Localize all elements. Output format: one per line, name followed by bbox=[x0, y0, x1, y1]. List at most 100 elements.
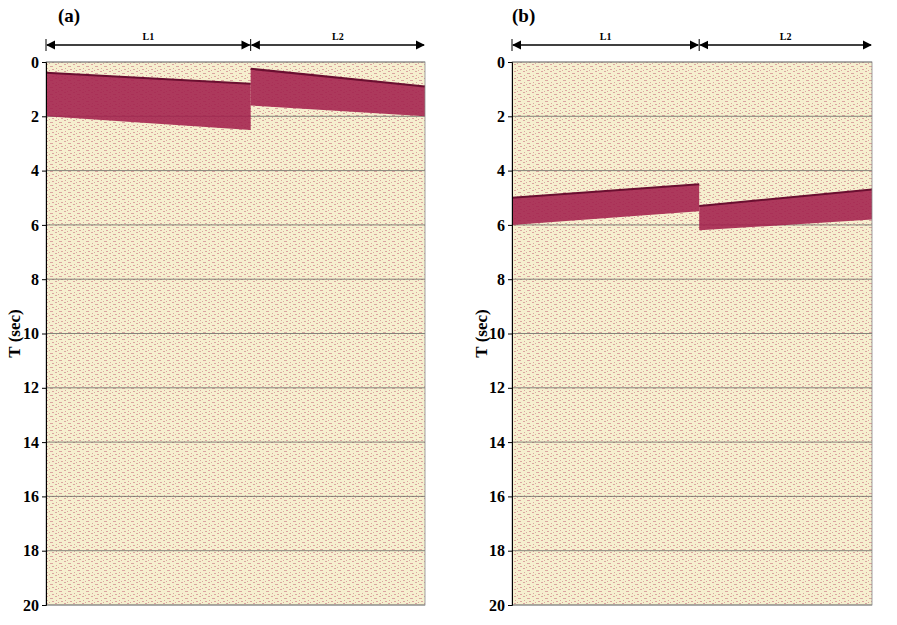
tick: 4 bbox=[497, 162, 512, 179]
grid-line bbox=[46, 224, 425, 225]
grid-line bbox=[512, 496, 872, 497]
line-label: L1 bbox=[142, 31, 154, 42]
tick: 16 bbox=[489, 488, 512, 505]
tick-mark bbox=[42, 442, 46, 443]
tick-mark bbox=[508, 334, 512, 335]
grid-line bbox=[512, 550, 872, 551]
tick: 20 bbox=[489, 597, 512, 614]
tick-mark bbox=[42, 496, 46, 497]
reflection-band bbox=[251, 69, 425, 117]
extent-tick bbox=[46, 39, 47, 51]
panel-title: (a) bbox=[58, 5, 80, 27]
tick-mark bbox=[42, 551, 46, 552]
tick-label: 16 bbox=[23, 488, 39, 505]
tick-label: 0 bbox=[497, 54, 505, 71]
tick: 0 bbox=[31, 54, 46, 71]
band-top bbox=[251, 69, 425, 87]
band-top bbox=[699, 190, 872, 206]
tick: 12 bbox=[23, 379, 46, 396]
tick-mark bbox=[508, 279, 512, 280]
extent-tick bbox=[250, 39, 251, 51]
tick-label: 6 bbox=[31, 217, 39, 234]
grid-line bbox=[46, 550, 425, 551]
line-extent-arrow bbox=[700, 44, 871, 45]
line-extent-arrow bbox=[47, 44, 250, 45]
grid-line bbox=[512, 442, 872, 443]
tick-mark bbox=[508, 551, 512, 552]
tick: 0 bbox=[497, 54, 512, 71]
reflection-band bbox=[512, 184, 699, 225]
panel: L1L202468101214161820(a)T (sec) bbox=[5, 5, 425, 614]
plot-frame bbox=[46, 62, 425, 605]
plot-area bbox=[46, 69, 425, 130]
tick-mark bbox=[42, 334, 46, 335]
reflection-band bbox=[699, 190, 872, 231]
y-axis: 02468101214161820 bbox=[23, 54, 47, 614]
tick-mark bbox=[42, 388, 46, 389]
tick-label: 8 bbox=[31, 271, 39, 288]
grid-line bbox=[46, 279, 425, 280]
tick: 14 bbox=[23, 434, 46, 451]
y-axis-title: T (sec) bbox=[5, 309, 24, 357]
tick-mark bbox=[508, 116, 512, 117]
grid-line bbox=[46, 170, 425, 171]
tick-mark bbox=[42, 605, 46, 606]
tick: 8 bbox=[497, 271, 512, 288]
extent-tick bbox=[699, 39, 700, 51]
grid-line bbox=[46, 496, 425, 497]
grid-line bbox=[512, 170, 872, 171]
tick-label: 10 bbox=[489, 325, 505, 342]
tick-label: 16 bbox=[489, 488, 505, 505]
grid-line bbox=[46, 333, 425, 334]
grid-line bbox=[512, 116, 872, 117]
panel: L1L202468101214161820(b)T (sec) bbox=[472, 5, 872, 614]
line-extent-arrow bbox=[252, 44, 424, 45]
grid-line bbox=[512, 333, 872, 334]
grid-line bbox=[512, 224, 872, 225]
tick: 10 bbox=[489, 325, 512, 342]
tick: 12 bbox=[489, 379, 512, 396]
tick-label: 6 bbox=[497, 217, 505, 234]
tick-label: 12 bbox=[489, 379, 505, 396]
axis-line bbox=[508, 63, 513, 606]
tick-mark bbox=[42, 116, 46, 117]
tick: 14 bbox=[489, 434, 512, 451]
tick-label: 2 bbox=[31, 108, 39, 125]
grid-line bbox=[512, 279, 872, 280]
tick-label: 14 bbox=[489, 434, 505, 451]
tick: 10 bbox=[23, 325, 46, 342]
tick: 6 bbox=[31, 217, 46, 234]
tick-mark bbox=[508, 605, 512, 606]
tick-label: 14 bbox=[23, 434, 39, 451]
tick-mark bbox=[508, 496, 512, 497]
grid-line bbox=[46, 442, 425, 443]
tick-label: 10 bbox=[23, 325, 39, 342]
tick-mark bbox=[42, 279, 46, 280]
plot-background bbox=[512, 62, 872, 605]
tick-mark bbox=[42, 225, 46, 226]
grid-line bbox=[512, 387, 872, 388]
tick-label: 4 bbox=[31, 162, 39, 179]
tick: 2 bbox=[31, 108, 46, 125]
tick: 2 bbox=[497, 108, 512, 125]
tick-mark bbox=[508, 442, 512, 443]
band-top bbox=[512, 184, 699, 198]
panel-title: (b) bbox=[512, 5, 535, 27]
extent-tick bbox=[512, 39, 513, 51]
tick-label: 18 bbox=[489, 542, 505, 559]
tick-label: 0 bbox=[31, 54, 39, 71]
y-axis-title: T (sec) bbox=[472, 309, 491, 357]
grid-line bbox=[46, 387, 425, 388]
tick-label: 4 bbox=[497, 162, 505, 179]
tick: 6 bbox=[497, 217, 512, 234]
figure: L1L202468101214161820(a)T (sec)L1L202468… bbox=[0, 0, 897, 625]
tick-label: 20 bbox=[23, 597, 39, 614]
line-extent-arrow bbox=[513, 44, 698, 45]
tick: 4 bbox=[31, 162, 46, 179]
tick: 20 bbox=[23, 597, 46, 614]
line-label: L2 bbox=[780, 31, 792, 42]
plot-frame bbox=[512, 62, 872, 605]
plot-background bbox=[46, 62, 425, 605]
tick-label: 8 bbox=[497, 271, 505, 288]
tick: 18 bbox=[489, 542, 512, 559]
